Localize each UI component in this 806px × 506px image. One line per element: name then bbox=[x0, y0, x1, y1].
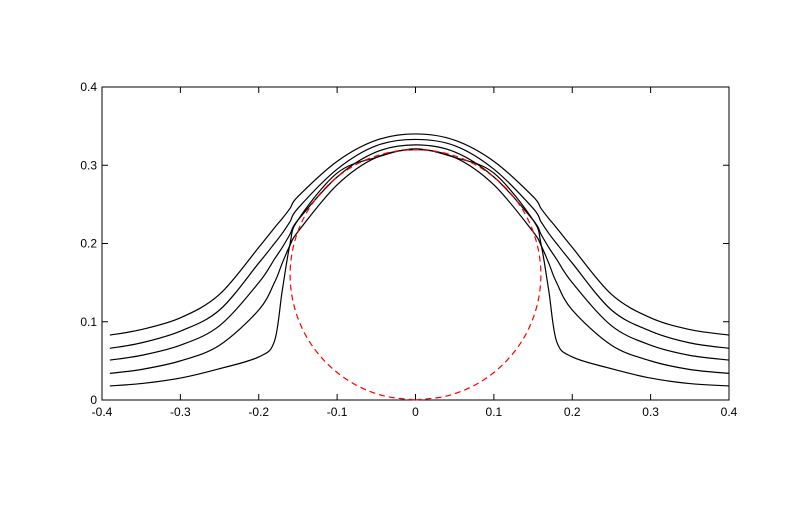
y-tick-label: 0.3 bbox=[80, 158, 97, 172]
x-tick-label: 0 bbox=[412, 405, 419, 419]
y-tick-label: 0 bbox=[90, 393, 97, 407]
x-tick-label: -0.3 bbox=[170, 405, 191, 419]
x-tick-label: 0.3 bbox=[642, 405, 659, 419]
dashed-curve bbox=[289, 148, 542, 401]
x-tick-label: -0.1 bbox=[327, 405, 348, 419]
x-tick-label: 0.4 bbox=[721, 405, 738, 419]
curve bbox=[109, 138, 730, 349]
x-tick-label: -0.2 bbox=[248, 405, 269, 419]
y-tick-label: 0.1 bbox=[80, 315, 97, 329]
curve bbox=[109, 133, 730, 336]
x-tick-label: -0.4 bbox=[92, 405, 113, 419]
x-tick-label: 0.2 bbox=[564, 405, 581, 419]
y-tick-label: 0.2 bbox=[80, 237, 97, 251]
curve bbox=[109, 148, 730, 387]
x-tick-label: 0.1 bbox=[486, 405, 503, 419]
y-tick-label: 0.4 bbox=[80, 80, 97, 94]
curve bbox=[109, 144, 730, 361]
